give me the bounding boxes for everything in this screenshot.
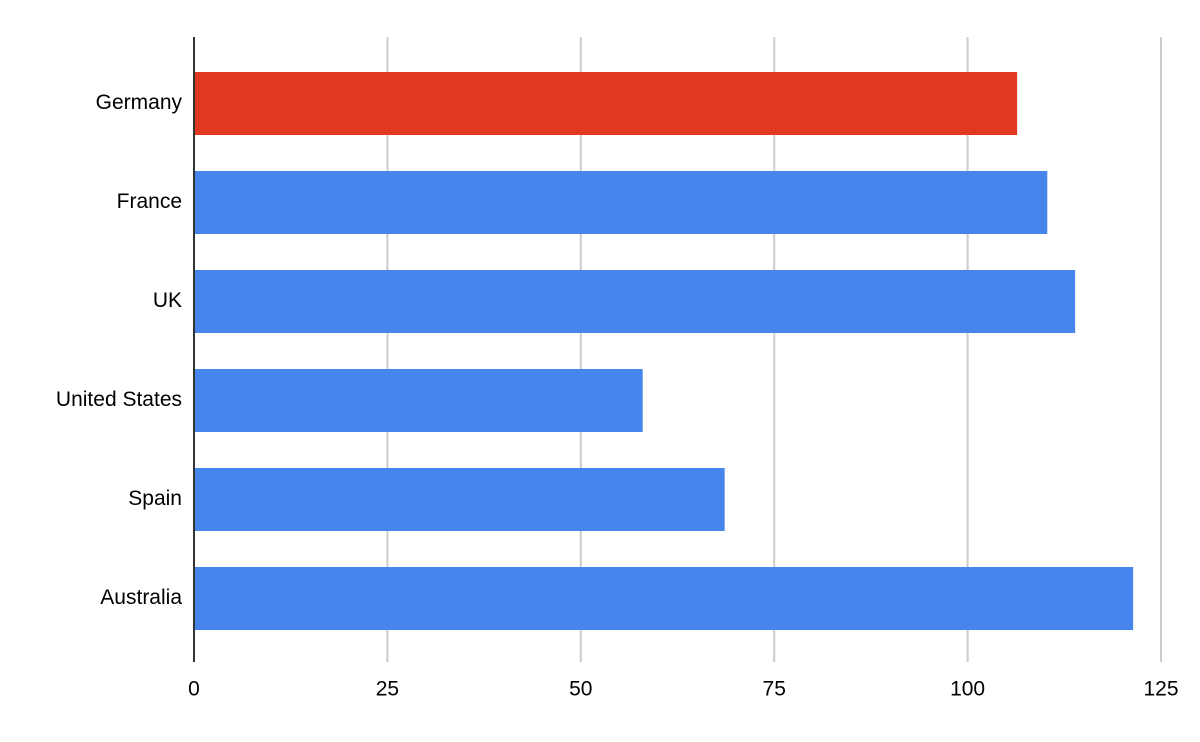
bar [194, 72, 1018, 135]
x-tick-label: 100 [950, 678, 985, 701]
bar [194, 270, 1076, 333]
bar [194, 171, 1048, 234]
y-tick-label: France [117, 190, 182, 213]
y-tick-label: Germany [96, 91, 183, 114]
bar [194, 369, 643, 432]
x-tick-label: 125 [1143, 678, 1178, 701]
y-tick-label: Australia [100, 586, 182, 609]
bar [194, 567, 1134, 630]
y-tick-label: Spain [128, 487, 182, 510]
x-tick-label: 25 [376, 678, 399, 701]
y-tick-label: UK [153, 289, 182, 312]
x-tick-label: 50 [569, 678, 592, 701]
x-tick-label: 0 [188, 678, 200, 701]
y-tick-label: United States [56, 388, 182, 411]
x-tick-label: 75 [763, 678, 786, 701]
bar [194, 468, 725, 531]
